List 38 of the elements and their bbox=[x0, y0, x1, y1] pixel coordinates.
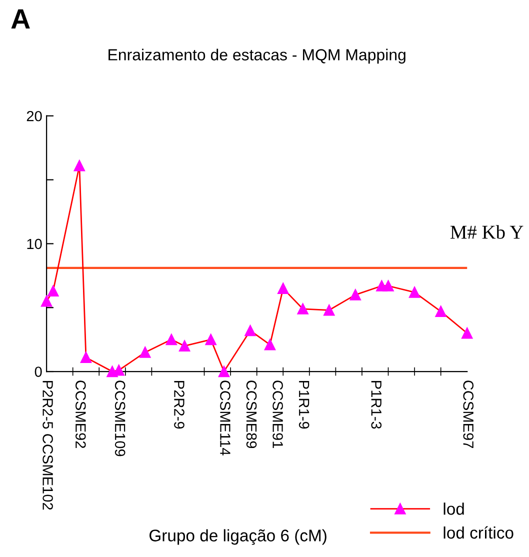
y-tick-label: 10 bbox=[27, 238, 42, 250]
x-tick-label: CCSME91 bbox=[272, 380, 283, 448]
point bbox=[178, 340, 190, 352]
point bbox=[166, 334, 177, 346]
point bbox=[297, 303, 308, 314]
x-tick-label: CCSME114 bbox=[220, 380, 230, 456]
y-tick-label: 0 bbox=[34, 366, 42, 377]
point bbox=[205, 334, 216, 346]
x-tick-label: CCSME89 bbox=[246, 380, 257, 448]
point bbox=[48, 285, 59, 297]
point bbox=[382, 280, 394, 292]
point bbox=[80, 352, 92, 364]
x-tick-label: P1R1-3 bbox=[371, 381, 382, 429]
point bbox=[350, 289, 361, 300]
chart-title: Enraizamento de estacas - MQM Mapping bbox=[108, 48, 406, 64]
point bbox=[140, 346, 151, 358]
annotation: M# Kb Y bbox=[450, 225, 524, 239]
point bbox=[462, 328, 473, 339]
text: A bbox=[11, 9, 30, 28]
x-tick-label: CCSME109 bbox=[114, 380, 126, 456]
point bbox=[218, 366, 230, 378]
point bbox=[408, 286, 420, 298]
y-tick-label: 20 bbox=[26, 110, 42, 122]
x-tick-label: CCSME92 bbox=[75, 380, 86, 448]
legend-label: lod bbox=[444, 502, 464, 515]
x-tick-label: P2R2-9 bbox=[174, 381, 184, 429]
x-axis-title: Grupo de ligação 6 (cM) bbox=[150, 529, 326, 545]
x-tick-label: P2R2-5 CCSME102 bbox=[42, 381, 53, 510]
point bbox=[40, 296, 52, 307]
point bbox=[435, 306, 446, 317]
point bbox=[74, 160, 85, 172]
x-tick-label: P1R1-9 bbox=[298, 381, 310, 429]
point bbox=[264, 339, 276, 350]
point bbox=[324, 304, 335, 316]
point bbox=[278, 282, 289, 294]
legend-label: lod crítico bbox=[444, 526, 514, 539]
x-tick-label: CCSME97 bbox=[463, 380, 474, 448]
point bbox=[244, 325, 256, 336]
